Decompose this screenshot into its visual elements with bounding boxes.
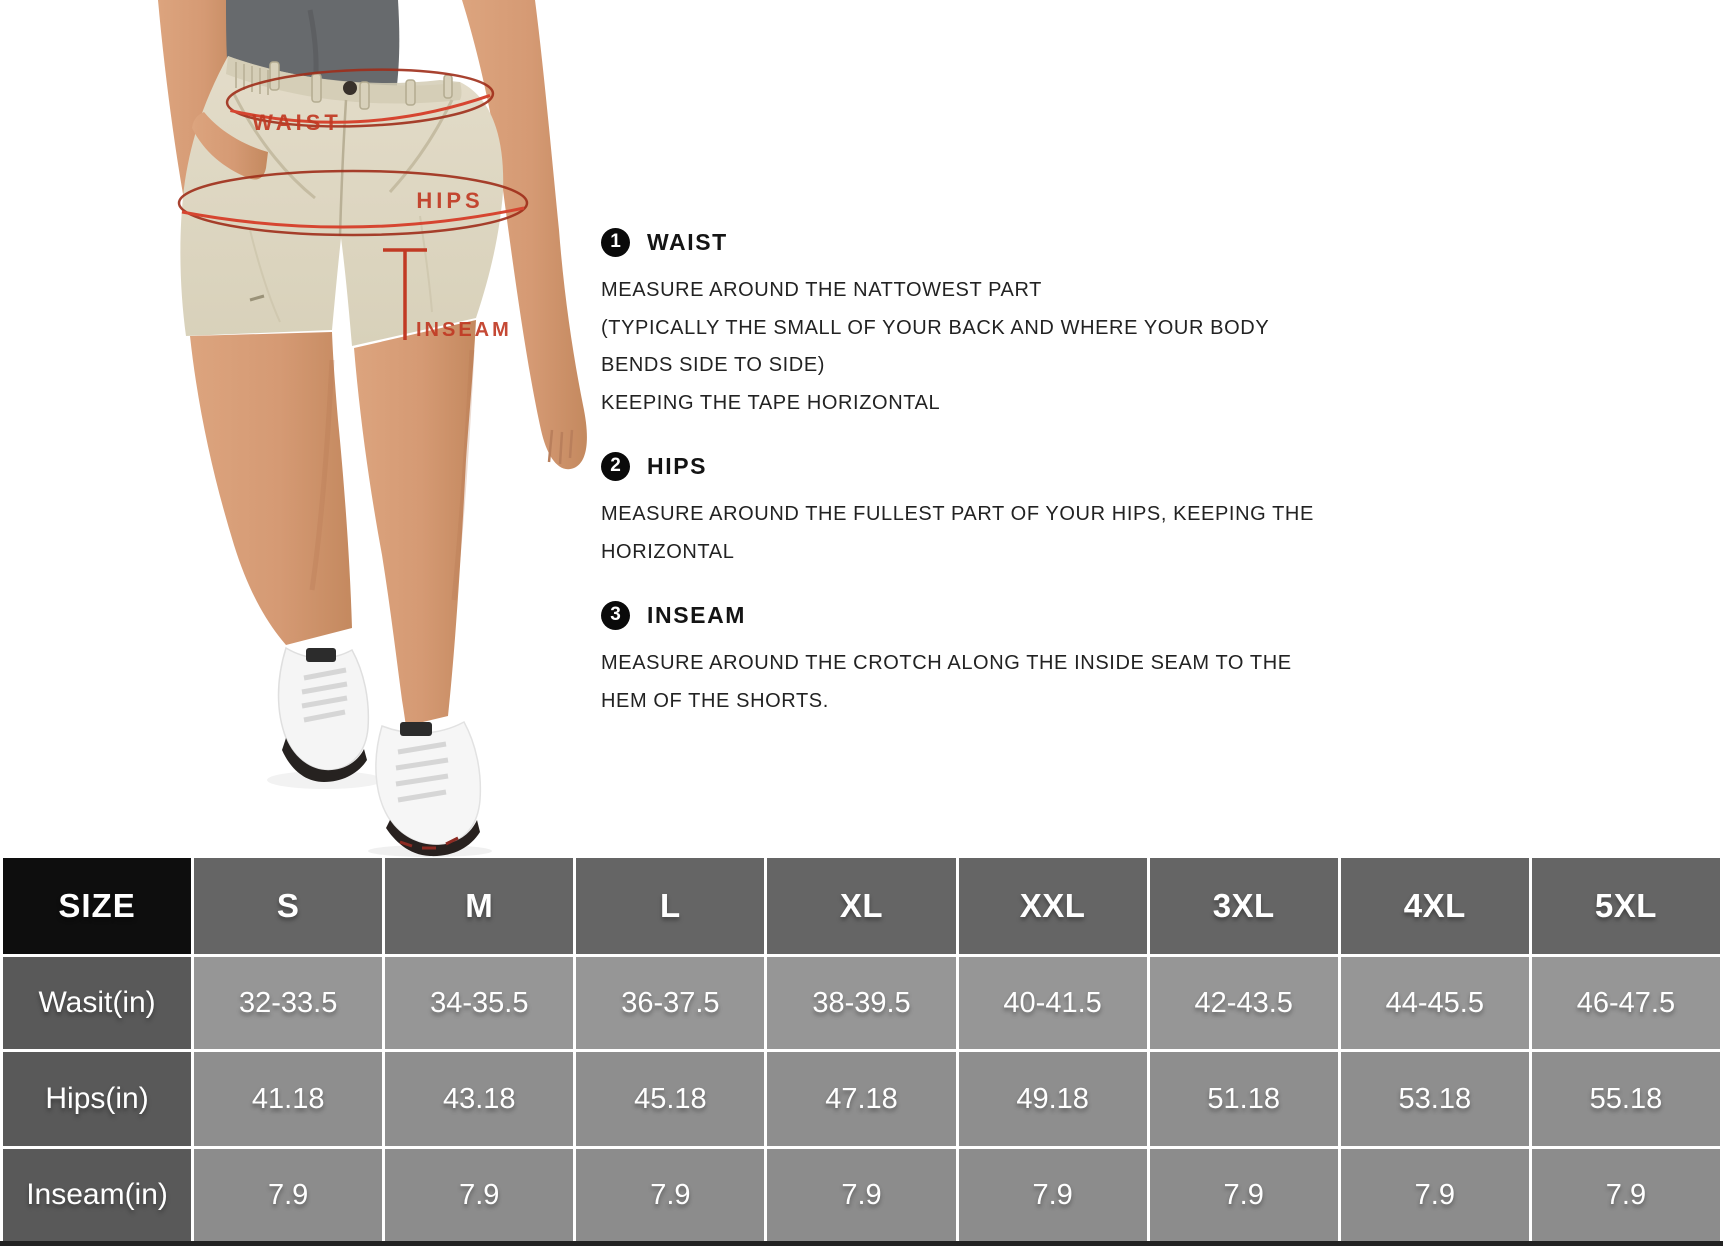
- size-table-cell: 7.9: [576, 1149, 765, 1241]
- step-2-badge: 2: [601, 451, 630, 481]
- size-table-cell: 38-39.5: [767, 957, 956, 1049]
- size-table-cell: 49.18: [958, 1052, 1147, 1146]
- size-table-row-label-waist: Wasit(in): [3, 957, 192, 1049]
- size-table-header-xl: XL: [767, 858, 956, 954]
- model-left-arm: [462, 0, 587, 470]
- hips-annotation-label: HIPS: [416, 188, 483, 213]
- model-legs: [190, 332, 352, 645]
- shorts-button: [343, 81, 357, 95]
- right-shoe-sole-accent: [399, 836, 459, 850]
- instruction-line: MEASURE AROUND THE FULLEST PART OF YOUR …: [601, 503, 1314, 525]
- belt-loops: [269, 61, 453, 110]
- instruction-heading: 1 WAIST: [601, 226, 1681, 258]
- size-table-header-xxl: XXL: [958, 858, 1147, 954]
- instruction-line: (TYPICALLY THE SMALL OF YOUR BACK AND WH…: [601, 316, 1270, 339]
- size-table-cell: 32-33.5: [194, 957, 383, 1049]
- left-shoe-sole: [282, 738, 367, 782]
- leg-shading: [309, 349, 475, 601]
- size-table-header-s: S: [194, 858, 383, 954]
- waist-ellipse: [225, 68, 495, 128]
- size-table-row-label-hips: Hips(in): [3, 1052, 192, 1146]
- instruction-section-hips: 2 HIPS MEASURE AROUND THE FULLEST PART O…: [601, 450, 1681, 571]
- waist-annotation-label: WAIST: [252, 110, 342, 135]
- fabric-creases: [249, 215, 433, 323]
- inseam-line: [383, 248, 427, 340]
- size-table-cell: 7.9: [194, 1149, 383, 1241]
- instruction-title-waist: WAIST: [647, 228, 728, 255]
- instruction-line: MEASURE AROUND THE CROTCH ALONG THE INSI…: [601, 652, 1292, 674]
- size-table-cell: 7.9: [958, 1149, 1147, 1241]
- left-shoe-laces: [301, 667, 348, 723]
- size-table-header-4xl: 4XL: [1340, 858, 1529, 954]
- instruction-title-hips: HIPS: [647, 452, 708, 479]
- step-1-badge: 1: [601, 227, 630, 257]
- shorts-fly-seam: [338, 99, 348, 237]
- step-3-badge: 3: [601, 600, 630, 630]
- zip-pocket: [249, 294, 265, 302]
- measurement-instructions: 1 WAIST MEASURE AROUND THE NATTOWEST PAR…: [601, 226, 1681, 748]
- instruction-line: KEEPING THE TAPE HORIZONTAL: [601, 391, 941, 414]
- instruction-line: HORIZONTAL: [601, 540, 735, 563]
- right-shoe-tongue: [400, 722, 432, 736]
- size-table-cell: 44-45.5: [1340, 957, 1529, 1049]
- instruction-section-waist: 1 WAIST MEASURE AROUND THE NATTOWEST PAR…: [601, 226, 1681, 422]
- right-shoe-sole: [386, 820, 480, 857]
- size-table-cell: 45.18: [576, 1052, 765, 1146]
- size-table-cell: 7.9: [767, 1149, 956, 1241]
- size-table-cell: 51.18: [1149, 1052, 1338, 1146]
- size-table-cell: 7.9: [1340, 1149, 1529, 1241]
- hand-in-pocket: [192, 112, 268, 180]
- instruction-line: MEASURE AROUND THE NATTOWEST PART: [601, 279, 1042, 301]
- instruction-line: BENDS SIDE TO SIDE): [601, 354, 826, 376]
- right-pocket-seam: [388, 99, 454, 194]
- instruction-section-inseam: 3 INSEAM MEASURE AROUND THE CROTCH ALONG…: [601, 599, 1681, 720]
- size-table-cell: 43.18: [385, 1052, 574, 1146]
- left-pocket-seam: [232, 93, 316, 200]
- inseam-annotation-label: INSEAM: [416, 319, 512, 341]
- size-table-cell: 42-43.5: [1149, 957, 1338, 1049]
- size-table-cell: 7.9: [1531, 1149, 1720, 1241]
- hand-fingers: [547, 429, 574, 465]
- size-table-cell: 55.18: [1531, 1052, 1720, 1146]
- size-table-header-3xl: 3XL: [1149, 858, 1338, 954]
- size-table-cell: 36-37.5: [576, 957, 765, 1049]
- model-right-leg: [354, 320, 476, 726]
- size-table-cell: 46-47.5: [1531, 957, 1720, 1049]
- size-table-cell: 40-41.5: [958, 957, 1147, 1049]
- shorts-waistband: [226, 56, 462, 104]
- size-table-cell: 7.9: [1149, 1149, 1338, 1241]
- left-shoe: [277, 646, 370, 771]
- size-table-header-5xl: 5XL: [1531, 858, 1720, 954]
- waistband-elastic: [235, 62, 269, 95]
- size-table-header-size: SIZE: [3, 858, 192, 954]
- model-photo: WAIST HIPS INSEAM: [100, 0, 600, 858]
- size-table-header-m: M: [385, 858, 574, 954]
- size-table-cell: 7.9: [385, 1149, 574, 1241]
- instruction-heading: 2 HIPS: [601, 450, 1681, 482]
- size-table-cell: 53.18: [1340, 1052, 1529, 1146]
- hips-ellipse: [177, 169, 529, 237]
- size-table-cell: 47.18: [767, 1052, 956, 1146]
- model-illustration: WAIST HIPS INSEAM: [158, 0, 587, 857]
- right-shoe-laces: [395, 741, 449, 803]
- instruction-line: HEM OF THE SHORTS.: [601, 689, 829, 712]
- size-chart-table: SIZE S M L XL XXL 3XL 4XL 5XL Wasit(in) …: [0, 858, 1723, 1246]
- size-table-cell: 41.18: [194, 1052, 383, 1146]
- size-table-cell: 34-35.5: [385, 957, 574, 1049]
- size-table-header-l: L: [576, 858, 765, 954]
- instruction-title-inseam: INSEAM: [647, 601, 747, 628]
- instruction-heading: 3 INSEAM: [601, 599, 1681, 631]
- left-shoe-tongue: [306, 648, 336, 662]
- size-table-row-label-inseam: Inseam(in): [3, 1149, 192, 1241]
